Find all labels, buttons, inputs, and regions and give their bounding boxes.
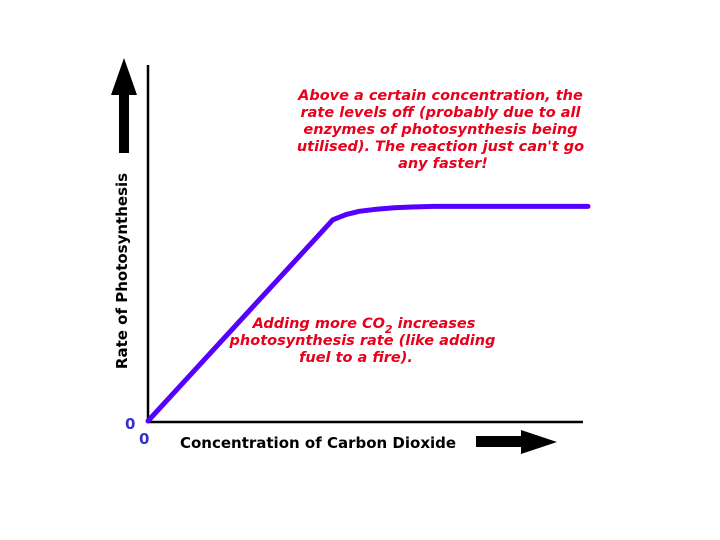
x-axis-title: Concentration of Carbon Dioxide: [180, 434, 456, 452]
rise-annotation-prefix: Adding more CO: [252, 316, 385, 332]
y-axis-title: Rate of Photosynthesis: [113, 173, 131, 369]
rise-annotation-line: photosynthesis rate (like adding: [229, 333, 496, 349]
y-origin-label: 0: [125, 415, 135, 433]
plateau-annotation-line: any faster!: [398, 156, 488, 172]
series-line: [145, 203, 591, 424]
rise-annotation-line: fuel to a fire).: [299, 350, 413, 366]
rise-annotation: photosynthesis rate (like adding fuel to…: [229, 333, 501, 366]
x-origin-label: 0: [139, 430, 149, 448]
rise-annotation-subscript: 2: [385, 323, 393, 336]
plateau-annotation-line: utilised). The reaction just can't go: [297, 139, 584, 155]
plateau-annotation-line: rate levels off (probably due to all: [300, 105, 581, 121]
rise-annotation-line1: Adding more CO2 increases: [252, 316, 476, 336]
y-axis-arrow-icon: [111, 58, 137, 153]
rise-annotation-suffix: increases: [393, 316, 476, 332]
plateau-annotation: Above a certain concentration, the rate …: [297, 88, 589, 172]
x-axis-arrow-icon: [476, 430, 557, 454]
plateau-annotation-line: Above a certain concentration, the: [297, 88, 583, 104]
plateau-annotation-line: enzymes of photosynthesis being: [303, 122, 577, 138]
